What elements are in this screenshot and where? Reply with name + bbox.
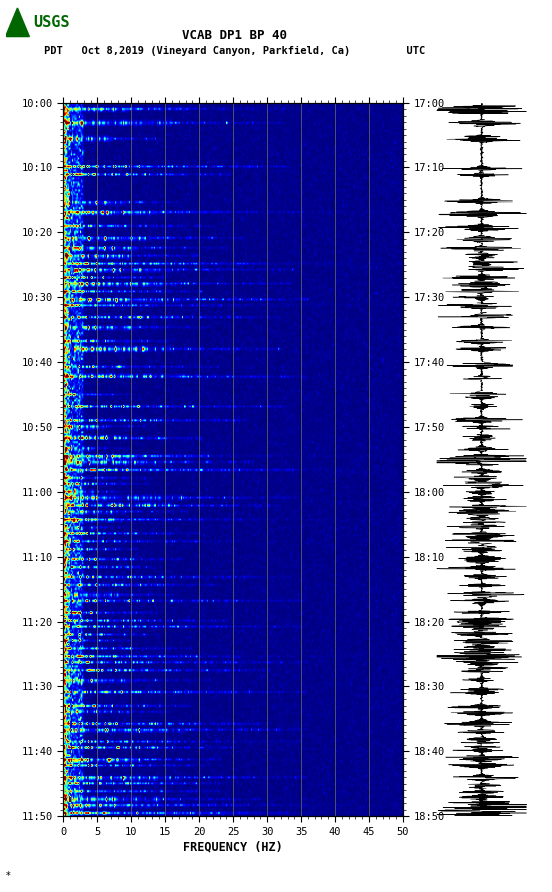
- Text: USGS: USGS: [33, 15, 70, 29]
- Text: *: *: [6, 871, 10, 881]
- Text: PDT   Oct 8,2019 (Vineyard Canyon, Parkfield, Ca)         UTC: PDT Oct 8,2019 (Vineyard Canyon, Parkfie…: [44, 45, 425, 56]
- Polygon shape: [6, 8, 29, 37]
- Text: VCAB DP1 BP 40: VCAB DP1 BP 40: [182, 29, 287, 42]
- X-axis label: FREQUENCY (HZ): FREQUENCY (HZ): [183, 841, 283, 854]
